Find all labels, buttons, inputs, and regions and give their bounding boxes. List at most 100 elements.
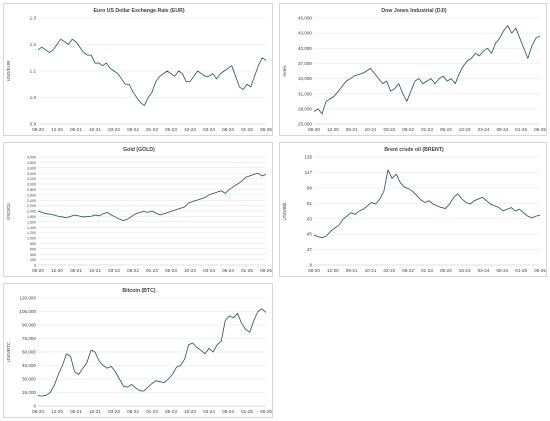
brent-x-tick-label: 05-23 bbox=[440, 268, 452, 273]
btc-x-tick-label: 12-20 bbox=[51, 409, 63, 414]
dji-chart-title: Dow Jones Industrial (DJI) bbox=[381, 8, 446, 14]
brent-y-tick-label: 117 bbox=[305, 170, 313, 175]
eur-x-tick-label: 10-21 bbox=[89, 127, 101, 132]
btc-x-tick-label: 03-24 bbox=[203, 409, 215, 414]
brent-y-tick-label: 27 bbox=[307, 247, 313, 252]
btc-y-tick-label: 45,000 bbox=[22, 363, 36, 368]
brent-y-tick-label: 99 bbox=[307, 185, 313, 190]
eur-chart-title: Euro US Dollar Exchange Rate (EUR) bbox=[93, 8, 184, 14]
brent-x-tick-label: 08-22 bbox=[402, 268, 414, 273]
gold-y-tick-label: 1,400 bbox=[27, 226, 36, 230]
btc-x-tick-label: 08-20 bbox=[32, 409, 44, 414]
eur-series-line bbox=[37, 38, 267, 106]
dji-y-tick-label: 31,000 bbox=[298, 91, 312, 96]
brent-x-tick-label: 12-20 bbox=[327, 268, 339, 273]
gold-x-tick-label: 03-24 bbox=[203, 268, 215, 273]
gold-y-tick-label: 3,800 bbox=[27, 161, 36, 165]
brent-x-tick-label: 08-20 bbox=[308, 268, 320, 273]
eur-y-tick-label: 1.2 bbox=[30, 42, 37, 47]
dji-series-line bbox=[313, 25, 541, 115]
eur-x-tick-label: 08-20 bbox=[32, 127, 44, 132]
gold-y-tick-label: 1,600 bbox=[27, 220, 36, 224]
gold-x-tick-label: 08-20 bbox=[32, 268, 44, 273]
brent-chart-panel: Brent crude oil (BRENT) USD/Bbl. 9 27 45 63 81… bbox=[279, 142, 547, 277]
brent-y-tick-label: 45 bbox=[307, 232, 313, 237]
dji-y-tick-label: 25,000 bbox=[298, 122, 312, 127]
btc-x-tick-label: 01-23 bbox=[146, 409, 158, 414]
btc-y-tick-label: 90,000 bbox=[22, 323, 36, 328]
gold-y-tick-label: 2,600 bbox=[27, 193, 36, 197]
btc-y-axis-label: USD/BTC bbox=[6, 341, 11, 362]
dji-y-tick-label: 43,000 bbox=[298, 31, 312, 36]
btc-y-tick-label: 75,000 bbox=[22, 336, 36, 341]
dji-x-tick-label: 06-25 bbox=[534, 127, 546, 132]
gold-x-tick-label: 06-25 bbox=[260, 268, 272, 273]
btc-x-tick-label: 08-22 bbox=[127, 409, 139, 414]
gold-x-tick-label: 08-24 bbox=[222, 268, 234, 273]
btc-x-tick-label: 03-22 bbox=[108, 409, 120, 414]
btc-y-tick-label: 105,000 bbox=[19, 309, 36, 314]
brent-y-tick-label: 9 bbox=[309, 263, 312, 268]
gold-y-tick-label: 1,800 bbox=[27, 215, 36, 219]
eur-x-tick-label: 06-25 bbox=[260, 127, 272, 132]
btc-y-tick-label: 15,000 bbox=[22, 390, 36, 395]
dji-y-tick-label: 46,000 bbox=[298, 16, 312, 21]
gold-y-tick-label: 3,200 bbox=[27, 177, 36, 181]
btc-x-tick-label: 06-25 bbox=[260, 409, 272, 414]
eur-chart: Euro US Dollar Exchange Rate (EUR) USD/EU… bbox=[6, 8, 272, 132]
gold-x-tick-label: 03-22 bbox=[108, 268, 120, 273]
brent-chart-title: Brent crude oil (BRENT) bbox=[384, 147, 444, 153]
gold-y-tick-label: 1,200 bbox=[27, 231, 36, 235]
dji-y-tick-label: 40,000 bbox=[298, 46, 312, 51]
dji-x-tick-label: 03-22 bbox=[383, 127, 395, 132]
gold-x-tick-label: 05-23 bbox=[165, 268, 177, 273]
gold-y-tick-label: 400 bbox=[30, 253, 36, 257]
brent-y-tick-label: 135 bbox=[304, 155, 312, 160]
brent-y-axis-label: USD/Bbl. bbox=[282, 202, 287, 221]
brent-series-line bbox=[313, 169, 541, 238]
eur-x-tick-label: 03-24 bbox=[203, 127, 215, 132]
gold-y-tick-label: 2,800 bbox=[27, 188, 36, 192]
dji-x-tick-label: 08-20 bbox=[308, 127, 320, 132]
btc-series-line bbox=[37, 308, 267, 397]
eur-y-tick-label: 1.1 bbox=[30, 69, 37, 74]
eur-y-tick-label: 0.9 bbox=[30, 122, 37, 127]
gold-x-tick-label: 01-23 bbox=[146, 268, 158, 273]
gold-chart-title: Gold (GOLD) bbox=[123, 147, 155, 153]
brent-x-tick-label: 01-25 bbox=[515, 268, 527, 273]
dji-x-tick-label: 05-23 bbox=[440, 127, 452, 132]
gold-y-tick-label: 2,200 bbox=[27, 204, 36, 208]
dji-x-tick-label: 08-22 bbox=[402, 127, 414, 132]
brent-x-tick-label: 03-22 bbox=[383, 268, 395, 273]
gold-x-tick-label: 05-21 bbox=[70, 268, 82, 273]
btc-y-tick-label: 30,000 bbox=[22, 377, 36, 382]
brent-chart: Brent crude oil (BRENT) USD/Bbl. 9 27 45 63 81… bbox=[282, 147, 546, 273]
gold-y-tick-label: 1,000 bbox=[27, 237, 36, 241]
btc-chart: Bitcoin (BTC) USD/BTC 0 15,000 30,000 45,000 6… bbox=[6, 288, 272, 414]
btc-chart-panel: Bitcoin (BTC) USD/BTC 0 15,000 30,000 45,000 6… bbox=[3, 283, 273, 418]
eur-x-tick-label: 01-23 bbox=[146, 127, 158, 132]
brent-x-tick-label: 08-24 bbox=[496, 268, 508, 273]
gold-x-tick-label: 10-21 bbox=[89, 268, 101, 273]
gold-y-tick-label: 200 bbox=[30, 258, 36, 262]
gold-y-tick-label: 3,400 bbox=[27, 172, 36, 176]
gold-y-tick-label: 2,400 bbox=[27, 199, 36, 203]
gold-x-tick-label: 08-22 bbox=[127, 268, 139, 273]
btc-x-tick-label: 05-23 bbox=[165, 409, 177, 414]
btc-y-tick-label: 60,000 bbox=[22, 350, 36, 355]
dji-chart-panel: Dow Jones Industrial (DJI) Index 25,000 28,… bbox=[279, 3, 547, 136]
dji-x-tick-label: 03-24 bbox=[478, 127, 490, 132]
brent-y-tick-label: 63 bbox=[307, 216, 313, 221]
btc-x-tick-label: 10-21 bbox=[89, 409, 101, 414]
btc-x-tick-label: 10-23 bbox=[184, 409, 196, 414]
brent-x-tick-label: 03-24 bbox=[478, 268, 490, 273]
brent-x-tick-label: 05-21 bbox=[346, 268, 358, 273]
btc-y-tick-label: 120,000 bbox=[19, 296, 36, 301]
eur-x-tick-label: 12-20 bbox=[51, 127, 63, 132]
dji-x-tick-label: 10-21 bbox=[365, 127, 377, 132]
btc-y-tick-label: 0 bbox=[33, 404, 36, 409]
gold-series-line bbox=[37, 172, 267, 221]
gold-y-tick-label: 4,000 bbox=[27, 156, 36, 160]
dji-x-tick-label: 01-25 bbox=[515, 127, 527, 132]
